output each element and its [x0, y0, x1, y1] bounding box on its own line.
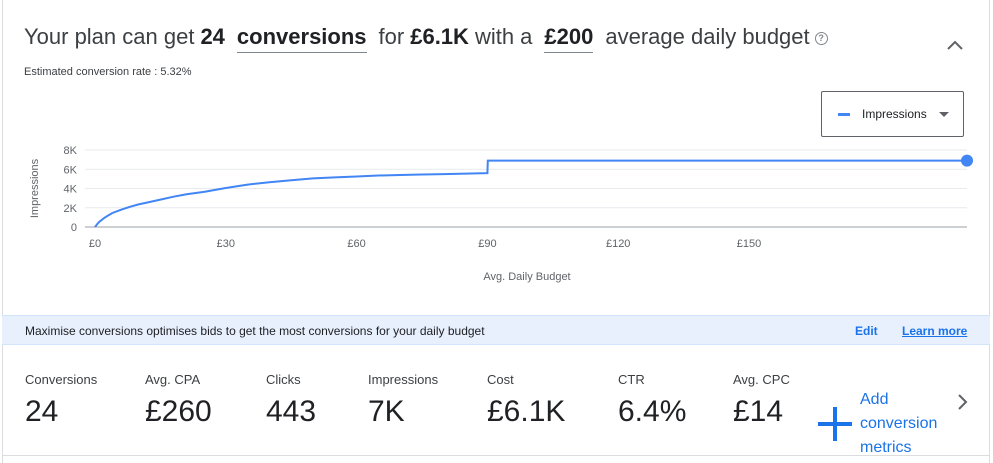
metric-label: CTR [618, 372, 645, 387]
y-tick-label: 6K [64, 164, 78, 176]
add-metrics-label: Add conversion metrics [860, 388, 965, 460]
metric-value: 6.4% [618, 395, 687, 428]
metric-label: Conversions [25, 372, 98, 387]
metric-label: Cost [487, 372, 514, 387]
metric-value: £6.1K [487, 395, 566, 428]
y-tick-label: 0 [71, 222, 77, 234]
x-axis-title: Avg. Daily Budget [483, 271, 570, 283]
metric-value: £260 [145, 395, 212, 428]
help-icon[interactable]: ? [814, 32, 828, 45]
forecast-chart: 8K 6K 4K 2K 0 £0 £30 £60 £90 £120 £150 Impressions A… [29, 145, 973, 283]
headline-suffix: average daily budget [605, 24, 810, 49]
edit-link[interactable]: Edit [855, 324, 878, 338]
y-tick-label: 8K [64, 145, 78, 157]
headline-with-a: with a [474, 24, 533, 49]
metric-label: Impressions [368, 372, 439, 387]
chevron-up-icon[interactable] [944, 36, 966, 54]
headline-for: for [378, 24, 405, 49]
add-metrics-line1: Add conversion [860, 391, 938, 432]
headline-metric-dropdown[interactable]: conversions [236, 24, 367, 53]
line-swatch-icon [838, 112, 850, 116]
metric-label: Avg. CPA [145, 372, 201, 387]
metric-avg-cpc: Avg. CPC £14 [733, 372, 790, 429]
chart-metric-selector[interactable]: Impressions [821, 91, 964, 137]
metric-value: 7K [368, 395, 405, 428]
learn-more-link[interactable]: Learn more [902, 324, 968, 338]
chart-metric-label: Impressions [862, 107, 927, 121]
y-tick-label: 2K [64, 203, 78, 215]
impressions-line [94, 159, 967, 228]
metric-value: 443 [266, 395, 317, 428]
x-tick-label: £150 [737, 238, 761, 250]
headline-conversions-count: 24 [200, 24, 225, 49]
metric-impressions: Impressions 7K [368, 372, 438, 429]
metric-clicks: Clicks 443 [266, 372, 316, 429]
metric-avg-cpa: Avg. CPA £260 [145, 372, 212, 429]
metric-value: 24 [25, 395, 59, 428]
headline-budget-input[interactable]: £200 [544, 24, 594, 53]
x-tick-label: £90 [478, 238, 496, 250]
plus-icon [818, 407, 852, 441]
headline-prefix: Your plan can get [24, 24, 195, 49]
estimated-conversion-rate: Estimated conversion rate : 5.32% [24, 66, 192, 78]
chevron-right-icon[interactable] [954, 391, 970, 413]
y-axis-title: Impressions [29, 158, 41, 218]
metric-label: Clicks [266, 372, 301, 387]
x-tick-label: £60 [347, 238, 365, 250]
x-tick-label: £0 [89, 238, 101, 250]
metric-value: £14 [733, 395, 784, 428]
metric-ctr: CTR 6.4% [618, 372, 686, 429]
metric-conversions: Conversions 24 [25, 372, 97, 429]
headline-cost: £6.1K [410, 24, 469, 49]
y-tick-label: 4K [64, 184, 78, 196]
metric-cost: Cost £6.1K [487, 372, 565, 429]
dropdown-caret-icon [938, 111, 949, 117]
banner-text: Maximise conversions optimises bids to g… [25, 324, 485, 338]
bid-strategy-banner: Maximise conversions optimises bids to g… [2, 315, 990, 345]
add-conversion-metrics-button[interactable]: Add conversion metrics [818, 388, 965, 460]
x-tick-label: £120 [606, 238, 630, 250]
end-point-marker [961, 154, 973, 167]
headline: Your plan can get 24 conversions for £6.… [24, 24, 828, 53]
metric-label: Avg. CPC [733, 372, 790, 387]
add-metrics-line2: metrics [860, 439, 912, 456]
x-tick-label: £30 [217, 238, 235, 250]
divider [2, 455, 990, 456]
